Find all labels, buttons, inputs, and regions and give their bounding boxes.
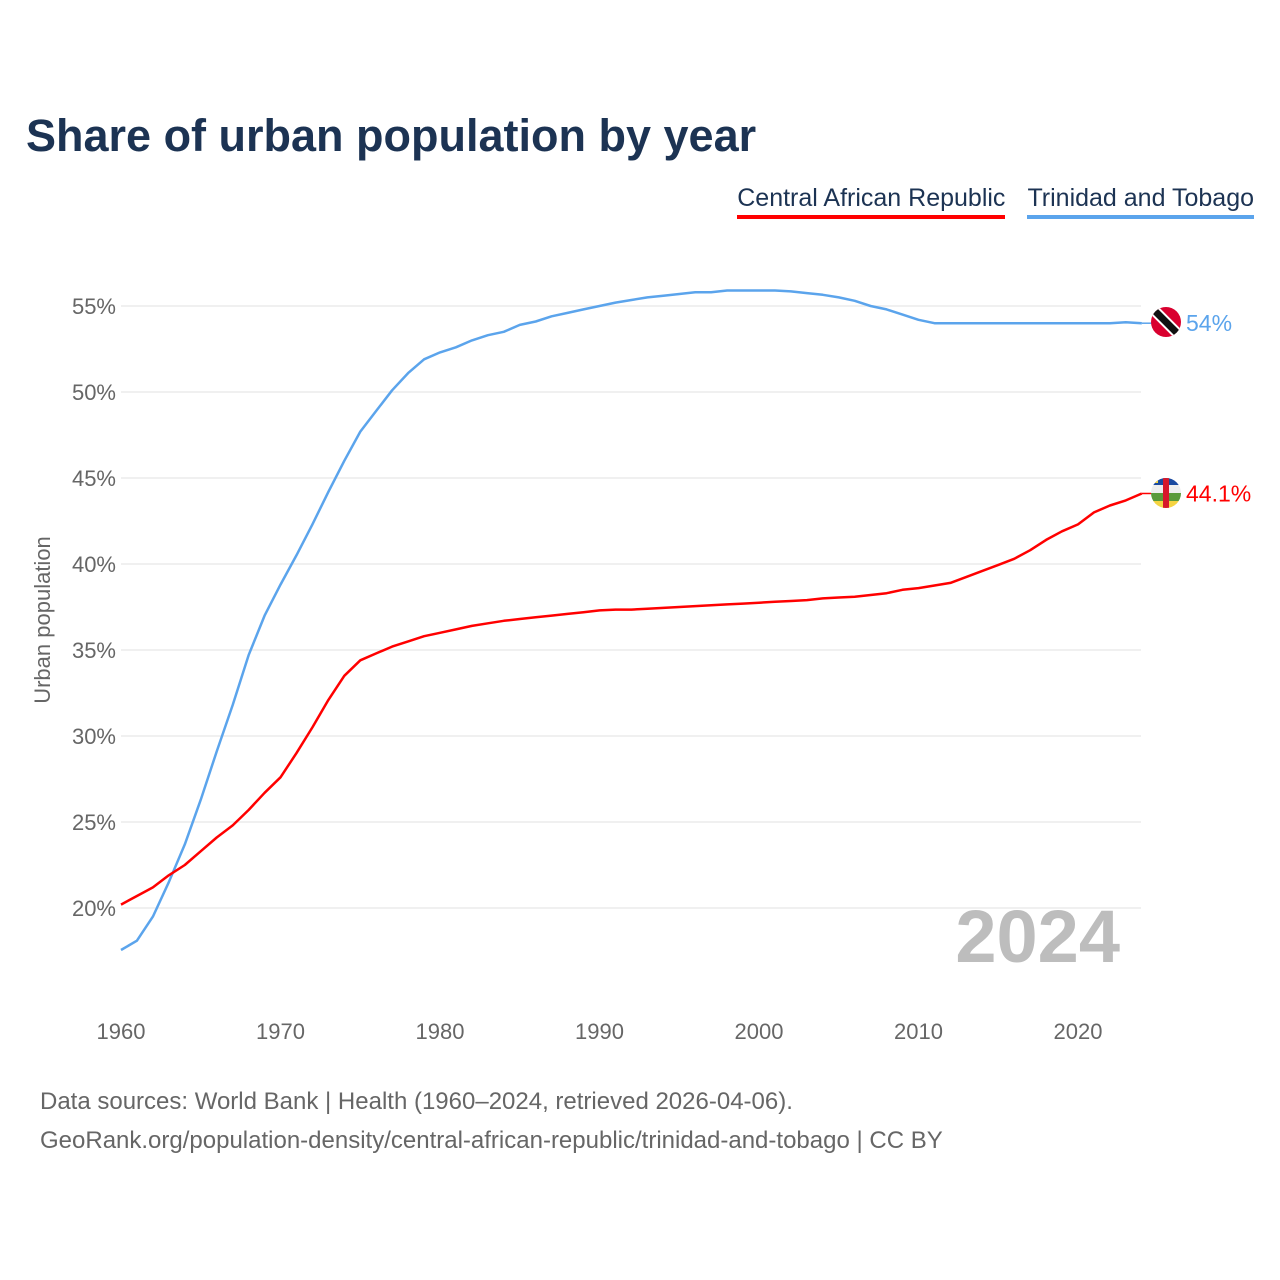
end-value-label: 44.1%: [1186, 480, 1251, 506]
legend-item-central-african-republic[interactable]: Central African Republic: [737, 184, 1006, 219]
source-line-1: Data sources: World Bank | Health (1960–…: [40, 1088, 793, 1115]
x-tick-label: 1960: [97, 1019, 146, 1044]
legend: Central African Republic Trinidad and To…: [737, 184, 1254, 219]
trinidad-and-tobago-flag-icon: [1151, 307, 1181, 337]
y-axis-label: Urban population: [30, 536, 55, 704]
x-tick-label: 1990: [575, 1019, 624, 1044]
central-african-republic-flag-icon: [1151, 478, 1181, 508]
y-tick-label: 45%: [72, 466, 116, 491]
y-tick-label: 50%: [72, 380, 116, 405]
x-tick-label: 2000: [735, 1019, 784, 1044]
y-tick-label: 30%: [72, 724, 116, 749]
x-tick-label: 2010: [894, 1019, 943, 1044]
y-tick-label: 35%: [72, 638, 116, 663]
y-tick-label: 20%: [72, 896, 116, 921]
chart-title: Share of urban population by year: [26, 110, 757, 161]
x-tick-label: 1980: [416, 1019, 465, 1044]
y-tick-label: 55%: [72, 294, 116, 319]
x-tick-label: 2020: [1054, 1019, 1103, 1044]
series-line-central-african-republic: [120, 492, 1143, 906]
y-tick-label: 25%: [72, 810, 116, 835]
x-tick-label: 1970: [256, 1019, 305, 1044]
year-watermark: 2024: [955, 895, 1120, 978]
legend-item-trinidad-and-tobago[interactable]: Trinidad and Tobago: [1027, 184, 1254, 219]
y-tick-label: 40%: [72, 552, 116, 577]
series-line-trinidad-and-tobago: [120, 289, 1142, 952]
source-line-2[interactable]: GeoRank.org/population-density/central-a…: [40, 1127, 943, 1154]
end-value-label: 54%: [1186, 310, 1232, 336]
